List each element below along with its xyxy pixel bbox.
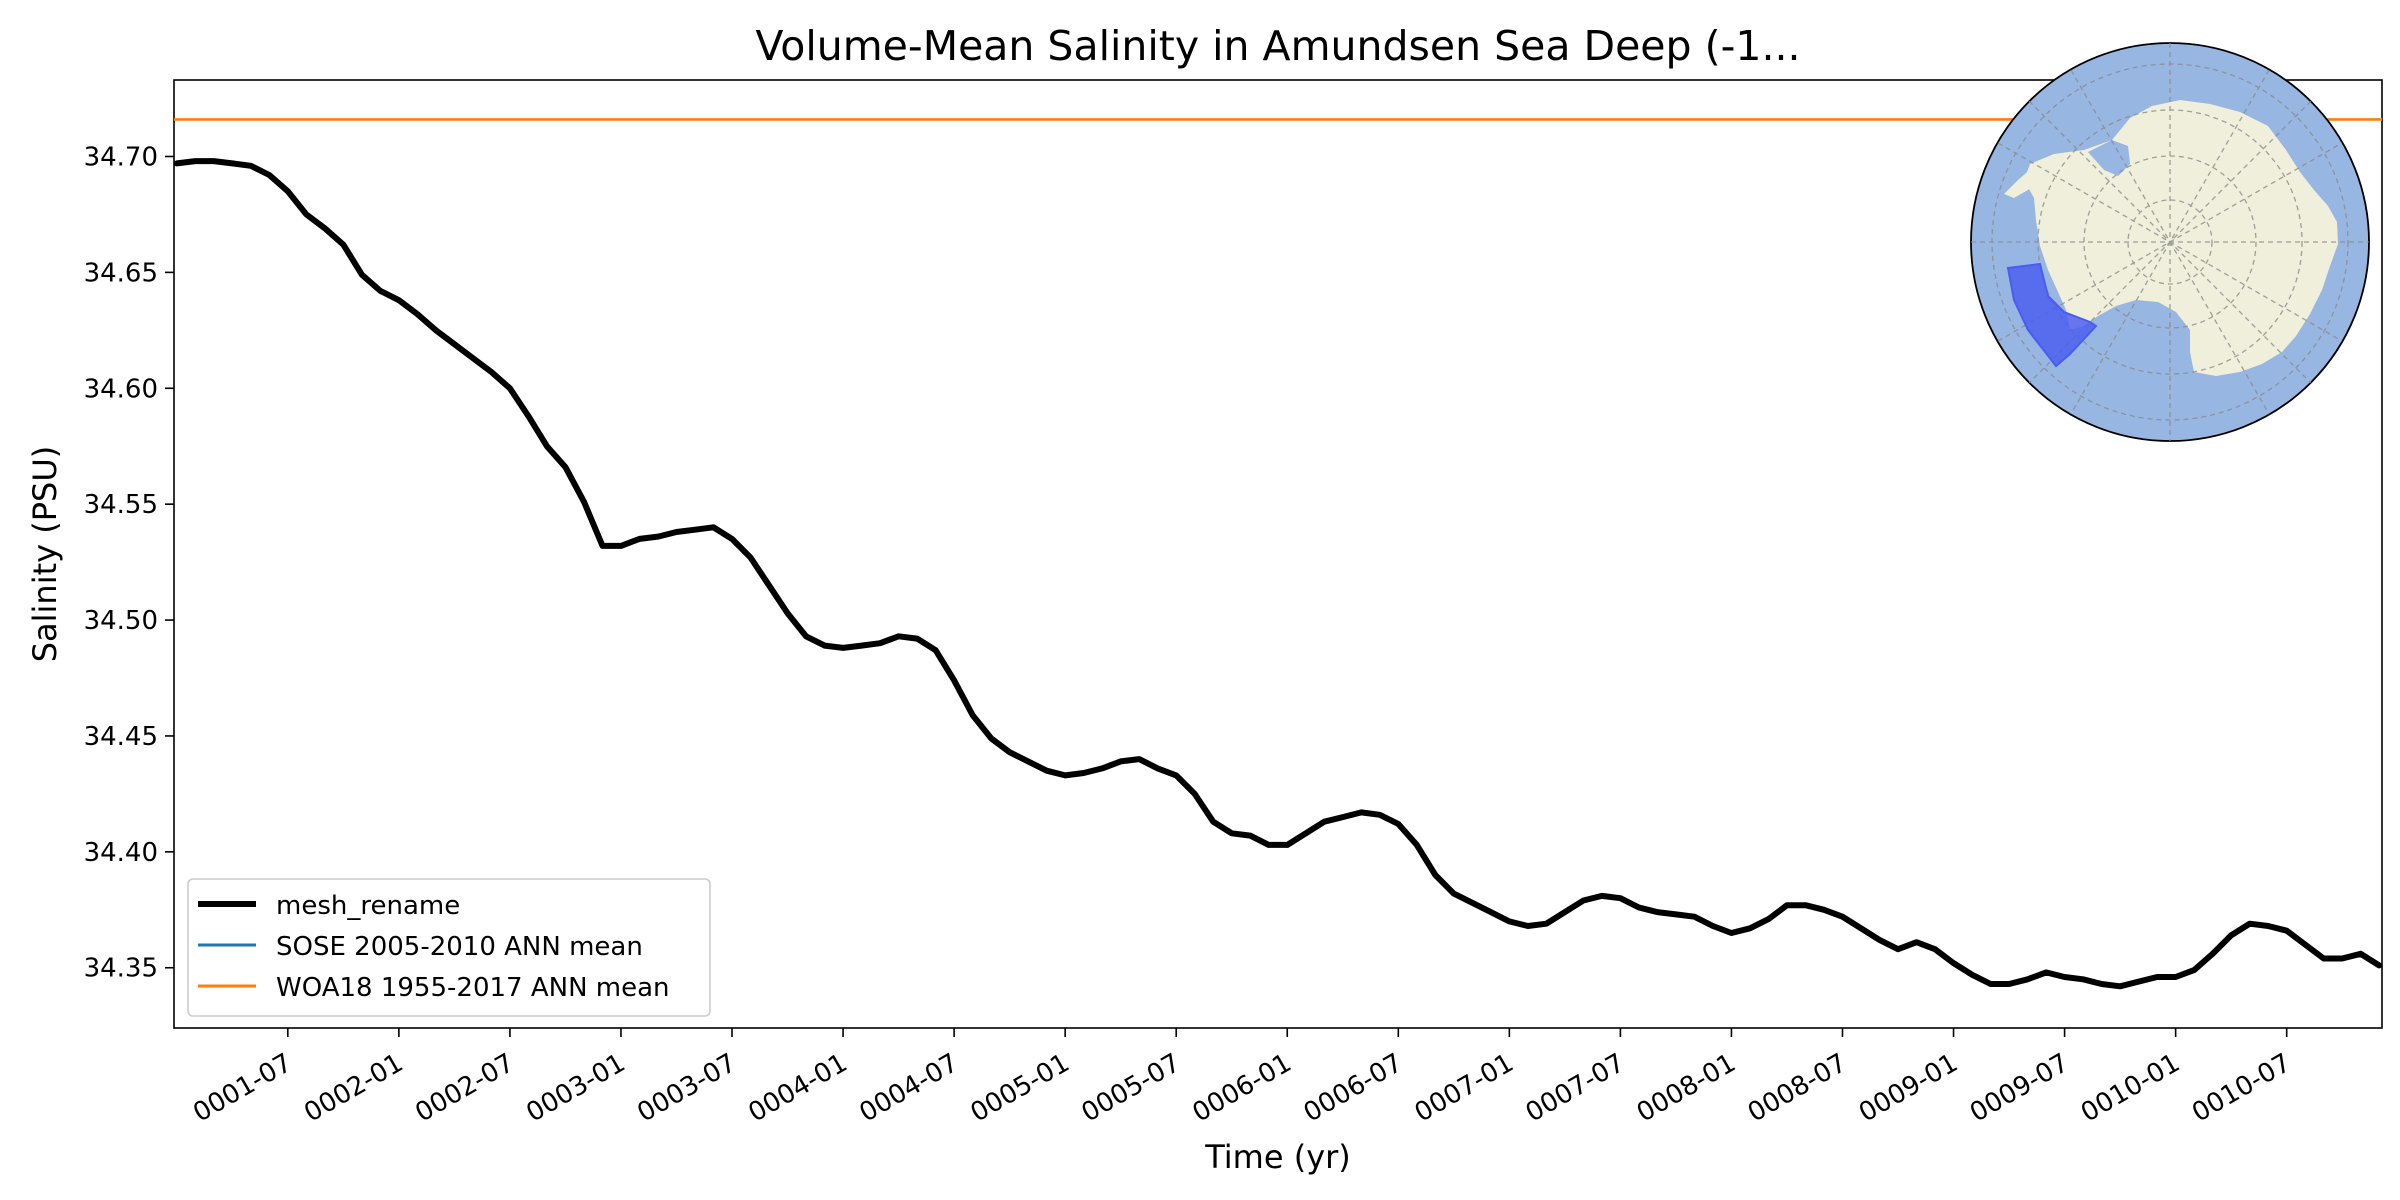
x-axis-label: Time (yr) (1204, 1138, 1351, 1176)
y-tick-label: 34.50 (84, 606, 158, 636)
y-tick-label: 34.55 (84, 490, 158, 520)
inset-antarctic-peninsula (2004, 154, 2054, 198)
legend-label-mesh-rename: mesh_rename (276, 891, 460, 921)
series-line-mesh-rename (173, 158, 2383, 990)
y-tick-label: 34.45 (84, 722, 158, 752)
y-tick-label: 34.65 (84, 258, 158, 288)
legend: mesh_rename SOSE 2005-2010 ANN mean WOA1… (187, 878, 711, 1017)
legend-label-woa18: WOA18 1955-2017 ANN mean (276, 973, 670, 1003)
y-tick-label: 34.40 (84, 838, 158, 868)
y-tick-label: 34.70 (84, 142, 158, 172)
chart-title: Volume-Mean Salinity in Amundsen Sea Dee… (755, 22, 1800, 70)
plot-area (173, 79, 2383, 1029)
y-axis-label: Salinity (PSU) (26, 446, 64, 663)
inset-amundsen-sea-region (2006, 262, 2098, 368)
inset-ross-ice-cove (2088, 140, 2130, 176)
y-axis: 34.35 34.40 34.45 34.50 34.55 34.60 34.65 34.70 (84, 142, 174, 984)
inset-antarctica-land (2024, 100, 2338, 376)
y-tick-label: 34.35 (84, 954, 158, 984)
y-tick-label: 34.60 (84, 374, 158, 404)
inset-antarctica-map (1970, 42, 2370, 442)
legend-label-sose: SOSE 2005-2010 ANN mean (276, 932, 643, 962)
